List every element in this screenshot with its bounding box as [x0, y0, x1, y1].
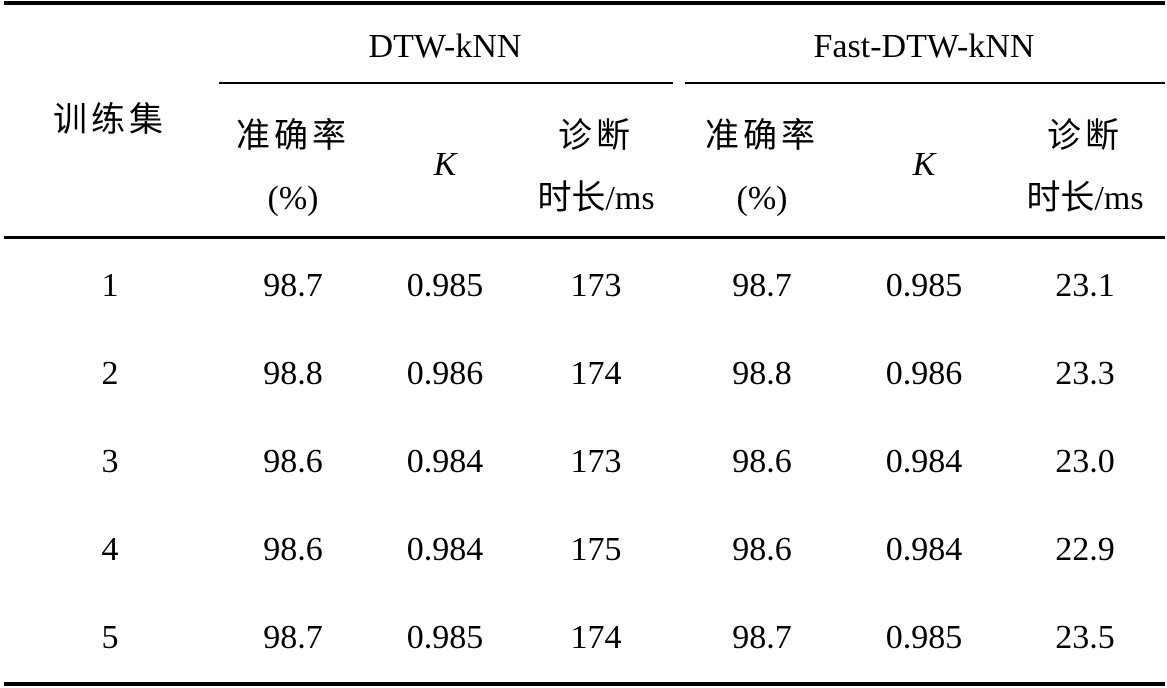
fast-kappa-cell: 0.985	[885, 619, 963, 656]
dtw-kappa-cell: 0.986	[406, 355, 484, 392]
fast-time-cell: 23.0	[1055, 443, 1115, 480]
dtw-knn-group-header: DTW-kNN	[368, 28, 522, 65]
dtw-time-cell: 174	[570, 355, 622, 392]
dtw-accuracy-cell: 98.8	[263, 355, 323, 392]
bottom-rule	[4, 682, 1165, 686]
fast-accuracy-header: 准确率	[705, 118, 819, 155]
training-set-cell: 3	[101, 443, 119, 480]
header-body-rule	[4, 236, 1165, 239]
fast-accuracy-cell: 98.7	[732, 267, 792, 304]
dtw-kappa-cell: 0.985	[406, 619, 484, 656]
dtw-accuracy-cell: 98.6	[263, 443, 323, 480]
training-set-header: 训练集	[53, 102, 167, 139]
fast-kappa-cell: 0.985	[885, 267, 963, 304]
dtw-accuracy-cell: 98.7	[263, 267, 323, 304]
fast-kappa-header: K	[912, 146, 936, 183]
training-set-cell: 5	[101, 619, 119, 656]
fast-time-cell: 23.5	[1055, 619, 1115, 656]
fast-time-cell: 22.9	[1055, 531, 1115, 568]
dtw-kappa-header: K	[433, 146, 457, 183]
dtw-knn-group-rule	[219, 82, 673, 84]
dtw-time-unit: 时长/ms	[537, 180, 655, 217]
top-rule	[4, 1, 1165, 5]
fast-accuracy-cell: 98.8	[732, 355, 792, 392]
dtw-accuracy-cell: 98.7	[263, 619, 323, 656]
fast-time-header: 诊断	[1047, 118, 1123, 155]
fast-dtw-knn-group-rule	[685, 82, 1165, 84]
dtw-time-cell: 173	[570, 267, 622, 304]
fast-kappa-cell: 0.986	[885, 355, 963, 392]
dtw-accuracy-cell: 98.6	[263, 531, 323, 568]
dtw-kappa-cell: 0.984	[406, 531, 484, 568]
dtw-kappa-cell: 0.985	[406, 267, 484, 304]
fast-kappa-cell: 0.984	[885, 531, 963, 568]
fast-accuracy-cell: 98.6	[732, 531, 792, 568]
dtw-time-header: 诊断	[558, 118, 634, 155]
training-set-cell: 4	[101, 531, 119, 568]
training-set-cell: 2	[101, 355, 119, 392]
fast-accuracy-cell: 98.6	[732, 443, 792, 480]
dtw-accuracy-unit: (%)	[267, 180, 319, 217]
fast-accuracy-unit: (%)	[736, 180, 788, 217]
fast-time-unit: 时长/ms	[1026, 180, 1144, 217]
fast-kappa-cell: 0.984	[885, 443, 963, 480]
fast-time-cell: 23.3	[1055, 355, 1115, 392]
dtw-kappa-cell: 0.984	[406, 443, 484, 480]
dtw-accuracy-header: 准确率	[236, 118, 350, 155]
fast-time-cell: 23.1	[1055, 267, 1115, 304]
dtw-time-cell: 173	[570, 443, 622, 480]
fast-dtw-knn-group-header: Fast-DTW-kNN	[813, 28, 1035, 65]
dtw-time-cell: 174	[570, 619, 622, 656]
fast-accuracy-cell: 98.7	[732, 619, 792, 656]
dtw-time-cell: 175	[570, 531, 622, 568]
training-set-cell: 1	[101, 267, 119, 304]
